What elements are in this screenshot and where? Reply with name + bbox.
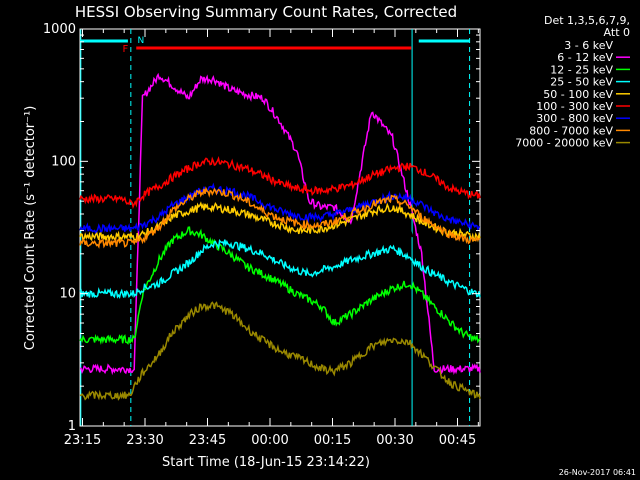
legend-label: 50 - 100 keV xyxy=(543,88,613,101)
x-tick-label: 00:30 xyxy=(376,433,413,448)
legend-label: 800 - 7000 keV xyxy=(529,124,613,137)
series-line-4 xyxy=(79,238,481,300)
y-tick-label: 10 xyxy=(59,287,76,302)
plot-frame xyxy=(79,28,481,427)
legend-label: 7000 - 20000 keV xyxy=(515,137,613,150)
x-tick-label: 23:30 xyxy=(126,433,163,448)
legend-label: 12 - 25 keV xyxy=(550,63,613,76)
legend-label: 25 - 50 keV xyxy=(550,76,613,89)
y-tick-label: 1 xyxy=(68,419,76,434)
x-tick-label: 23:45 xyxy=(189,433,226,448)
legend-label: 100 - 300 keV xyxy=(536,100,613,113)
series-line-3 xyxy=(79,226,481,346)
series-layer xyxy=(79,72,481,401)
flare-flag-label: F xyxy=(123,44,129,55)
night-flag-label: N xyxy=(138,36,145,46)
chart-title: HESSI Observing Summary Count Rates, Cor… xyxy=(75,3,457,21)
x-tick-label: 00:15 xyxy=(314,433,351,448)
timestamp: 26-Nov-2017 06:41 xyxy=(559,468,636,477)
series-line-6 xyxy=(79,155,481,210)
series-line-8 xyxy=(79,186,481,249)
y-tick-label: 100 xyxy=(51,154,76,169)
legend-label: 300 - 800 keV xyxy=(536,112,613,125)
legend-header-line-2: Att 0 xyxy=(604,26,630,39)
x-tick-label: 23:15 xyxy=(64,433,101,448)
flag-bars: FN xyxy=(80,29,471,426)
legend-label: 6 - 12 keV xyxy=(557,51,613,64)
series-line-9 xyxy=(79,301,481,401)
x-axis-label: Start Time (18-Jun-15 23:14:22) xyxy=(162,455,370,470)
series-line-5 xyxy=(79,201,481,244)
y-axis-label: Corrected Count Rate (s⁻¹ detector⁻¹) xyxy=(23,106,38,351)
series-line-2 xyxy=(79,72,481,376)
x-tick-label: 00:45 xyxy=(439,433,476,448)
axes: 23:15 23:30 23:45 00:00 00:15 00:30 00:45 1 10 10… xyxy=(43,22,480,448)
y-tick-label: 1000 xyxy=(43,22,76,37)
legend-label: 3 - 6 keV xyxy=(564,39,613,52)
series-line-7 xyxy=(79,182,481,234)
x-tick-label: 00:00 xyxy=(251,433,288,448)
legend-header-line-1: Det 1,3,5,6,7,9, xyxy=(544,14,630,27)
